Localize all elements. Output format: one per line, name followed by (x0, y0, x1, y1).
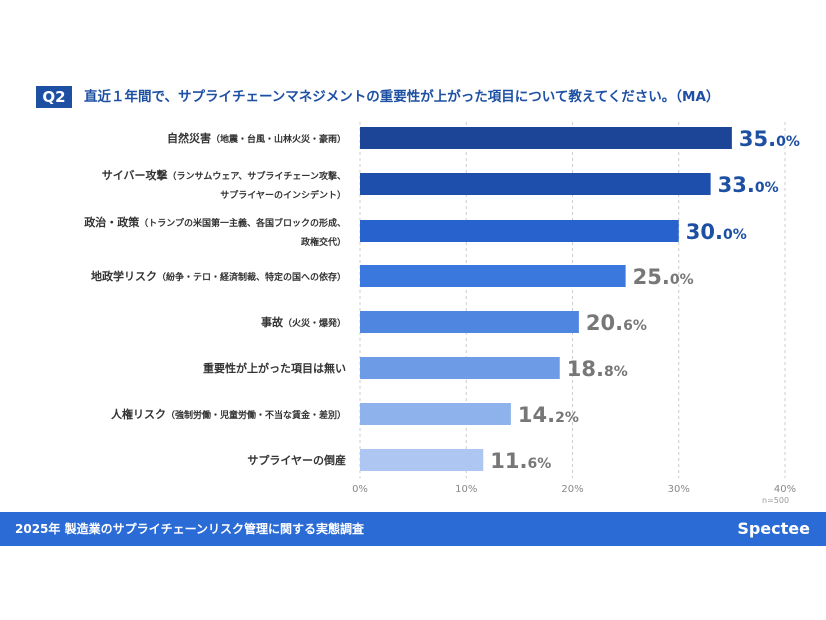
category-main: 政治・政策 (84, 216, 140, 229)
category-main: サイバー攻撃 (101, 169, 168, 182)
category-main: 地政学リスク (90, 269, 157, 283)
category-label: 自然災害（地震・台風・山林火災・豪雨） (167, 130, 346, 149)
bar (360, 357, 560, 379)
category-label: 重要性が上がった項目は無い (203, 360, 346, 379)
x-tick-label: 30% (668, 484, 690, 495)
category-detail: （火災・爆発） (282, 318, 346, 329)
category-main: 重要性が上がった項目は無い (203, 361, 346, 375)
bar-chart: 0% 10% 20% 30% 40% 35.0% 33.0% 30.0% 25.0% 20.6% 1… (352, 122, 800, 495)
value-label: 30.0% (686, 220, 747, 244)
category-detail: （地震・台風・山林火災・豪雨） (210, 134, 346, 145)
category-label: 政治・政策（トランプの米国第一主義、各国ブロックの形成、政権交代） (84, 214, 346, 252)
x-tick-label: 40% (774, 484, 796, 495)
value-label: 35.0% (739, 127, 800, 151)
category-main: 人権リスク (110, 407, 166, 421)
value-label: 18.8% (567, 357, 628, 381)
footer-band: 2025年 製造業のサプライチェーンリスク管理に関する実態調査 Spectee (0, 512, 826, 546)
category-main: 事故 (260, 315, 283, 329)
value-label: 20.6% (586, 311, 647, 335)
value-label: 11.6% (490, 449, 551, 473)
category-detail: （トランプの米国第一主義、各国ブロックの形成、 (139, 219, 346, 229)
chart-title: 直近１年間で、サプライチェーンマネジメントの重要性が上がった項目について教えてく… (84, 89, 720, 105)
x-tick-label: 20% (561, 484, 583, 495)
category-label: サプライヤーの倒産 (247, 452, 346, 471)
category-detail: （強制労働・児童労働・不当な賃金・差別） (165, 410, 346, 421)
category-detail: サプライヤーのインシデント） (220, 191, 346, 201)
category-detail: （ランサムウェア、サプライチェーン攻撃、 (167, 172, 346, 182)
x-tick-label: 10% (455, 484, 477, 495)
bar (360, 173, 711, 195)
spectee-logo: Spectee (737, 519, 810, 538)
bar (360, 449, 484, 471)
value-label: 33.0% (718, 173, 779, 197)
bar (360, 265, 626, 287)
question-badge: Q2 (36, 86, 72, 108)
category-label: 事故（火災・爆発） (261, 314, 346, 333)
value-label: 25.0% (633, 265, 694, 289)
value-label: 14.2% (518, 403, 579, 427)
category-label: サイバー攻撃（ランサムウェア、サプライチェーン攻撃、サプライヤーのインシデント） (102, 167, 346, 205)
bar (360, 311, 579, 333)
bar (360, 403, 511, 425)
sample-size: n=500 (762, 496, 790, 505)
bar (360, 127, 732, 149)
x-tick-label: 0% (352, 484, 368, 495)
category-detail: 政権交代） (300, 238, 346, 248)
category-label: 地政学リスク（紛争・テロ・経済制裁、特定の国への依存） (91, 268, 346, 287)
bar (360, 220, 679, 242)
category-main: 自然災害 (166, 131, 211, 145)
footer-text: 2025年 製造業のサプライチェーンリスク管理に関する実態調査 (15, 522, 364, 536)
category-detail: （紛争・テロ・経済制裁、特定の国への依存） (156, 272, 346, 283)
category-label: 人権リスク（強制労働・児童労働・不当な賃金・差別） (111, 406, 346, 425)
category-main: サプライヤーの倒産 (247, 453, 346, 467)
